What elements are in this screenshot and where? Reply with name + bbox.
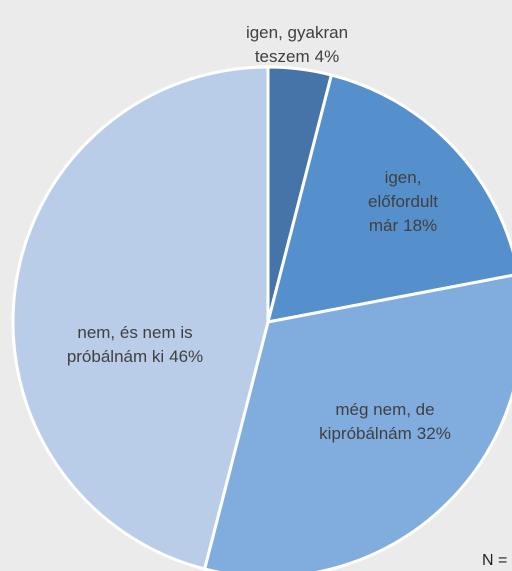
- slice-label: igen, előfordult már 18%: [356, 166, 451, 238]
- footnote: N =: [482, 552, 508, 569]
- category-label: nem, és nem is próbálnám ki: [66, 323, 193, 366]
- category-label: igen, gyakran teszem: [245, 23, 349, 66]
- pie-slice: [202, 273, 512, 571]
- category-label: igen, előfordult már: [368, 168, 438, 235]
- pie-slice: [265, 73, 512, 324]
- category-label: még nem, de kipróbálnám: [319, 400, 435, 443]
- value-label: 18%: [403, 216, 438, 235]
- value-label: 32%: [416, 424, 451, 443]
- value-label: 46%: [169, 347, 204, 366]
- slice-label: nem, és nem is próbálnám ki 46%: [53, 321, 218, 369]
- slice-label: igen, gyakran teszem 4%: [237, 21, 357, 69]
- value-label: 4%: [314, 47, 340, 66]
- slice-label: még nem, de kipróbálnám 32%: [310, 398, 460, 446]
- pie-slice: [11, 65, 270, 571]
